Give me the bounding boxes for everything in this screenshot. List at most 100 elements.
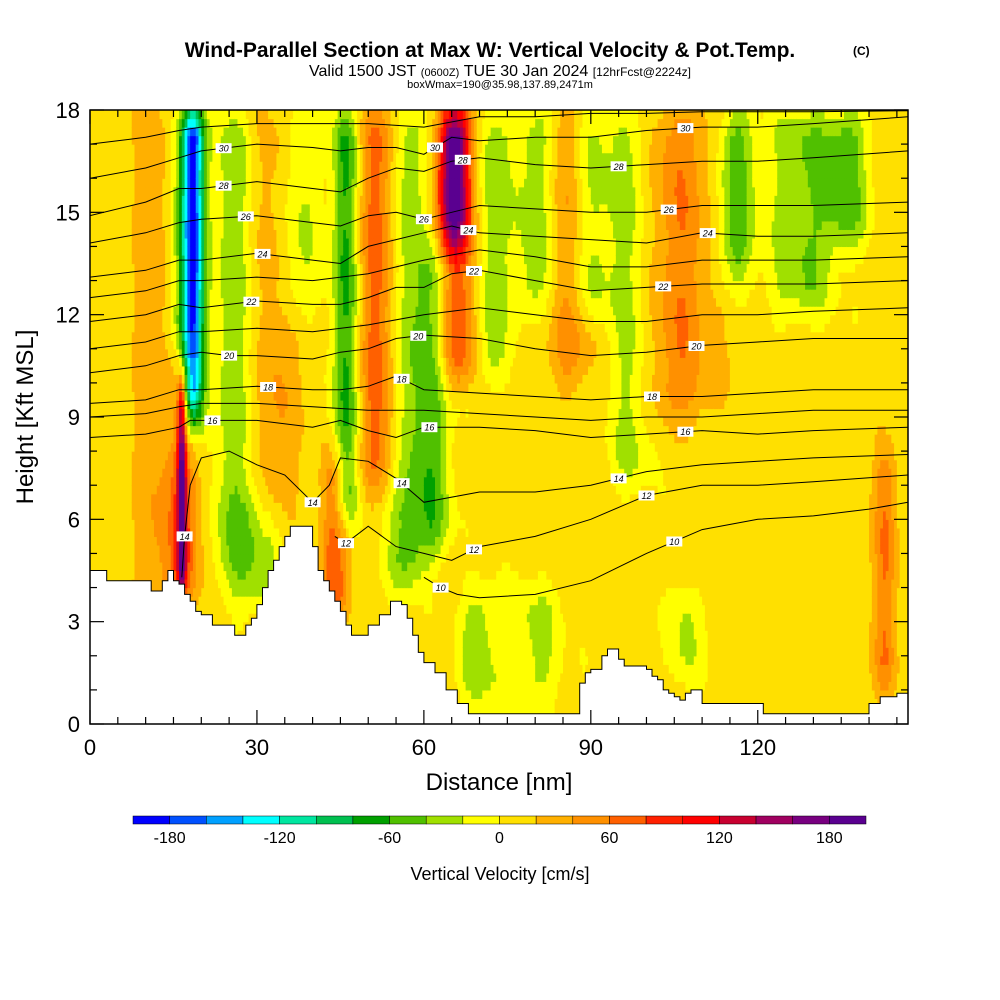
w-cell <box>220 468 225 478</box>
w-cell <box>245 152 250 162</box>
w-cell <box>153 570 158 580</box>
w-cell <box>217 323 222 333</box>
w-cell <box>254 229 258 239</box>
w-cell <box>256 527 261 537</box>
w-cell <box>184 476 188 486</box>
w-cell <box>98 527 102 537</box>
w-cell <box>179 144 183 154</box>
w-cell <box>134 476 138 486</box>
w-cell <box>262 468 266 478</box>
w-cell <box>187 485 191 495</box>
w-cell <box>162 408 166 418</box>
w-cell <box>237 297 241 307</box>
w-cell <box>276 289 280 299</box>
w-cell <box>206 289 211 299</box>
w-cell <box>198 297 202 307</box>
w-cell <box>153 161 158 171</box>
w-cell <box>192 289 197 299</box>
w-cell <box>115 263 119 273</box>
w-cell <box>131 553 136 563</box>
w-cell <box>226 127 230 137</box>
w-cell <box>165 331 169 341</box>
w-cell <box>112 442 116 452</box>
w-cell <box>159 485 163 495</box>
w-cell <box>265 468 269 478</box>
w-cell <box>240 399 244 410</box>
w-cell <box>90 391 94 401</box>
w-cell <box>184 374 188 384</box>
w-cell <box>142 476 147 486</box>
w-cell <box>123 544 127 555</box>
w-cell <box>184 272 188 282</box>
w-cell <box>256 348 261 358</box>
w-cell <box>153 561 158 572</box>
w-cell <box>170 340 175 350</box>
w-cell <box>131 365 136 375</box>
w-cell <box>123 220 127 230</box>
w-cell <box>115 434 119 444</box>
w-cell <box>176 451 180 461</box>
w-cell <box>134 229 138 239</box>
w-cell <box>248 237 252 248</box>
w-cell <box>123 391 127 401</box>
w-cell <box>245 613 250 623</box>
w-cell <box>231 408 236 418</box>
w-cell <box>259 127 264 137</box>
w-cell <box>148 297 152 307</box>
w-cell <box>176 306 180 316</box>
w-cell <box>101 152 105 162</box>
w-cell <box>276 340 280 350</box>
w-cell <box>243 553 247 563</box>
w-cell <box>262 331 266 341</box>
w-cell <box>134 118 138 128</box>
w-cell <box>234 604 239 614</box>
w-cell <box>254 476 258 486</box>
w-cell <box>192 178 197 188</box>
w-cell <box>128 442 133 452</box>
w-cell <box>206 152 211 162</box>
w-cell <box>187 323 191 333</box>
w-cell <box>131 399 136 410</box>
w-cell <box>134 272 138 282</box>
w-cell <box>101 442 105 452</box>
w-cell <box>95 476 99 486</box>
w-cell <box>115 169 119 179</box>
w-cell <box>184 246 188 256</box>
w-cell <box>151 203 155 213</box>
w-cell <box>162 348 166 358</box>
w-cell <box>204 527 208 537</box>
w-cell <box>98 561 102 572</box>
w-cell <box>192 442 197 452</box>
w-cell <box>192 527 197 537</box>
w-cell <box>134 314 138 324</box>
w-cell <box>112 468 116 478</box>
w-cell <box>259 417 264 427</box>
w-cell <box>156 442 161 452</box>
w-cell <box>204 510 208 520</box>
w-cell <box>273 536 278 546</box>
w-cell <box>268 527 272 537</box>
w-cell <box>226 110 230 120</box>
w-cell <box>95 553 99 563</box>
w-cell <box>106 519 111 529</box>
w-cell <box>240 468 244 478</box>
w-cell <box>243 391 247 401</box>
w-cell <box>256 459 261 469</box>
w-cell <box>240 220 244 230</box>
w-cell <box>279 178 283 188</box>
w-cell <box>90 510 94 520</box>
w-cell <box>231 280 236 290</box>
w-cell <box>237 579 241 589</box>
w-cell <box>273 331 278 341</box>
w-cell <box>220 289 225 299</box>
w-cell <box>126 272 130 282</box>
w-cell <box>176 382 180 393</box>
w-cell <box>156 144 161 154</box>
w-cell <box>181 425 186 435</box>
w-cell <box>120 459 124 469</box>
w-cell <box>128 485 133 495</box>
w-cell <box>270 553 275 563</box>
w-cell <box>229 408 233 418</box>
w-cell <box>153 195 158 205</box>
w-cell <box>92 127 97 137</box>
